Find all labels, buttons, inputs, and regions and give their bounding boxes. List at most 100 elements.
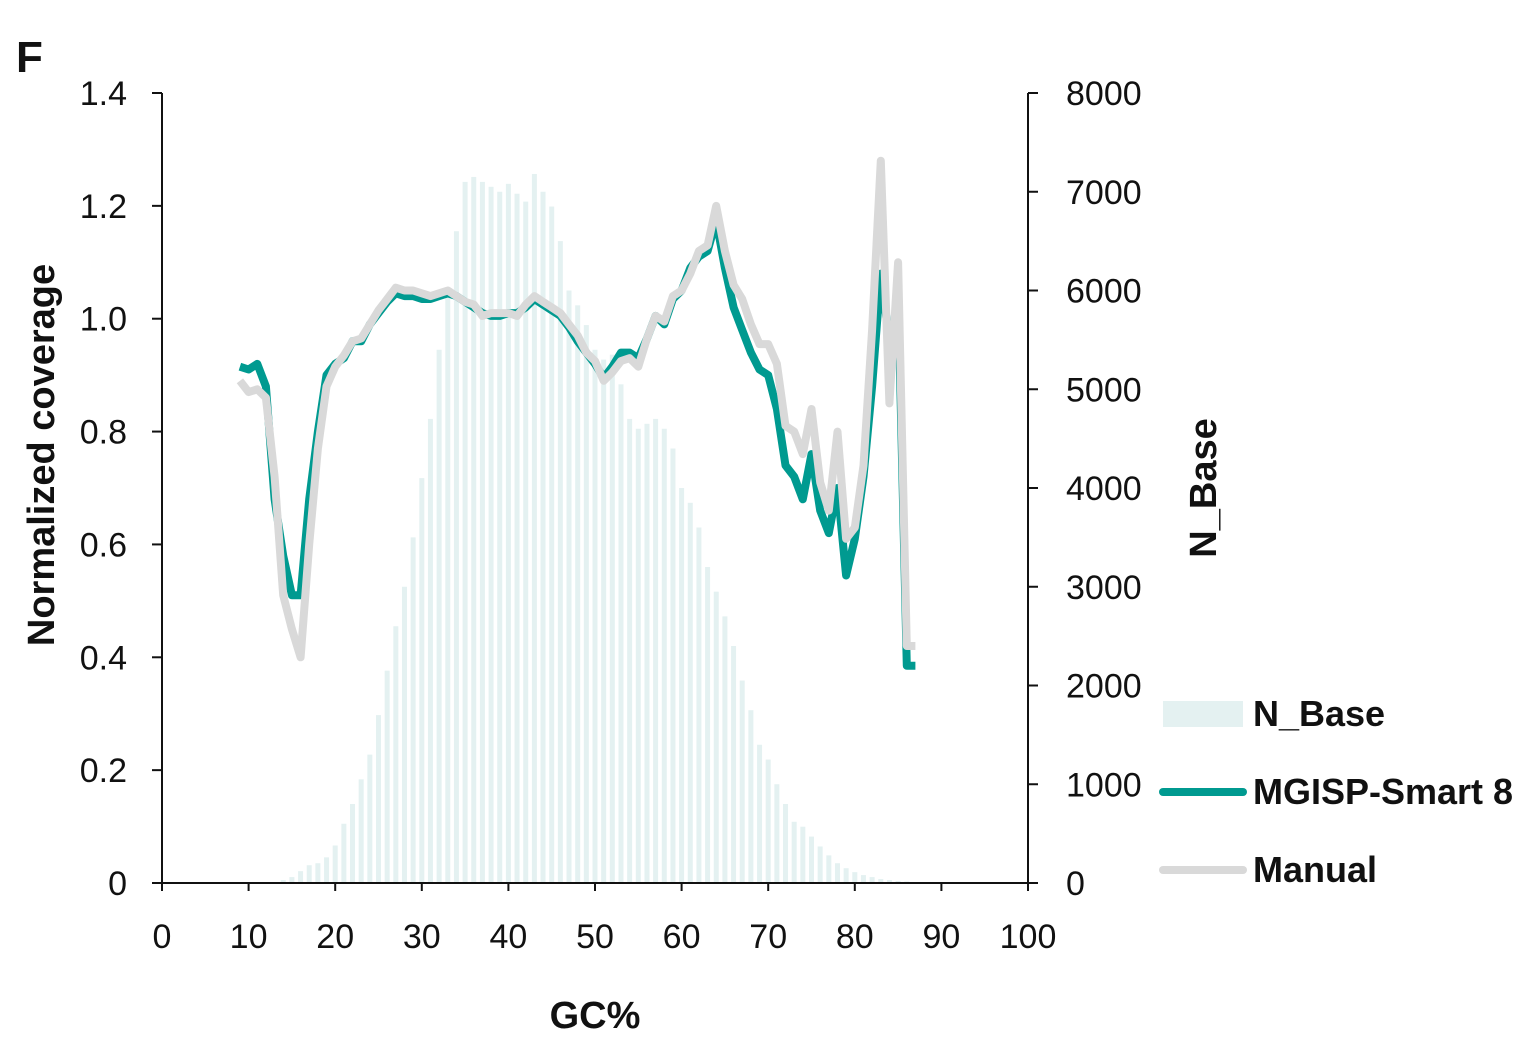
left-y-tick-label: 1.2 xyxy=(80,188,127,226)
nbase-bar xyxy=(635,428,641,883)
legend-manual-label: Manual xyxy=(1253,849,1377,890)
nbase-bar xyxy=(350,804,356,883)
nbase-bar xyxy=(765,759,771,883)
x-tick-label: 10 xyxy=(230,918,268,956)
nbase-bar xyxy=(852,872,858,883)
nbase-bar xyxy=(687,502,693,883)
nbase-bar xyxy=(575,305,581,883)
nbase-bar xyxy=(800,826,806,883)
nbase-bar xyxy=(471,176,477,883)
nbase-bar xyxy=(462,181,468,883)
right-y-tick-label: 8000 xyxy=(1066,75,1142,113)
x-tick-label: 40 xyxy=(489,918,527,956)
nbase-bar xyxy=(315,863,321,883)
nbase-bar xyxy=(549,206,555,883)
x-tick-label: 50 xyxy=(576,918,614,956)
left-y-tick-label: 0 xyxy=(108,865,127,903)
nbase-bar xyxy=(653,418,659,883)
right-y-tick-label: 5000 xyxy=(1066,371,1142,409)
nbase-bar xyxy=(497,191,503,883)
nbase-bar xyxy=(791,821,797,883)
x-tick-label: 80 xyxy=(836,918,874,956)
nbase-bar xyxy=(817,846,823,883)
nbase-bar xyxy=(453,231,459,883)
legend: N_Base MGISP-Smart 8 Manual xyxy=(1159,693,1513,890)
left-y-tick-label: 0.6 xyxy=(80,526,127,564)
nbase-bar xyxy=(531,173,537,884)
nbase-bar xyxy=(886,880,892,883)
nbase-bar xyxy=(332,845,338,883)
nbase-bar xyxy=(540,191,546,883)
nbase-bar xyxy=(592,349,598,883)
nbase-bar xyxy=(783,804,789,883)
legend-nbase-swatch xyxy=(1163,701,1243,727)
nbase-bar xyxy=(298,871,304,883)
nbase-bar xyxy=(436,349,442,883)
coverage-lines xyxy=(236,156,916,670)
right-y-tick-label: 6000 xyxy=(1066,273,1142,311)
panel-label: F xyxy=(16,33,43,82)
nbase-bar xyxy=(713,591,719,883)
nbase-bar xyxy=(731,646,737,883)
nbase-bar xyxy=(618,384,624,883)
left-y-tick-label: 0.8 xyxy=(80,414,127,452)
nbase-bar xyxy=(289,877,295,883)
manual-line xyxy=(236,156,916,662)
right-y-ticks: 0 1000 2000 3000 4000 5000 6000 7000 8000 xyxy=(1028,75,1142,903)
left-y-tick-label: 1.0 xyxy=(80,301,127,339)
nbase-bar xyxy=(358,779,364,883)
left-y-tick-label: 0.4 xyxy=(80,639,127,677)
right-y-tick-label: 3000 xyxy=(1066,569,1142,607)
nbase-bar xyxy=(523,201,529,883)
nbase-bar xyxy=(627,418,633,883)
nbase-bar xyxy=(393,626,399,883)
nbase-bar xyxy=(376,715,381,883)
nbase-bar xyxy=(878,879,884,883)
x-ticks: 0 10 20 30 40 50 60 70 80 90 100 xyxy=(153,883,1056,956)
nbase-bar xyxy=(566,290,572,883)
nbase-bar xyxy=(601,359,607,883)
nbase-bar xyxy=(583,325,589,883)
nbase-bar xyxy=(324,857,330,883)
x-axis-title: GC% xyxy=(550,995,641,1037)
left-y-tick-label: 1.4 xyxy=(80,75,127,113)
nbase-bar xyxy=(427,418,433,883)
nbase-bar xyxy=(757,744,763,883)
x-tick-label: 30 xyxy=(403,918,441,956)
nbase-bar xyxy=(384,670,390,883)
nbase-bar xyxy=(679,488,685,883)
nbase-bars xyxy=(280,173,910,884)
nbase-bar xyxy=(644,423,650,883)
nbase-bar xyxy=(609,354,615,883)
nbase-bar xyxy=(306,865,312,883)
right-y-tick-label: 2000 xyxy=(1066,668,1142,706)
x-tick-label: 70 xyxy=(749,918,787,956)
nbase-bar xyxy=(488,186,494,883)
nbase-bar xyxy=(401,586,407,883)
nbase-bar xyxy=(280,880,286,883)
nbase-bar xyxy=(419,478,425,883)
nbase-bar xyxy=(705,567,711,883)
x-tick-label: 0 xyxy=(153,918,172,956)
nbase-bar xyxy=(514,193,520,884)
left-y-axis-title: Normalized coverage xyxy=(21,264,63,646)
left-y-ticks: 0 0.2 0.4 0.6 0.8 1.0 1.2 1.4 xyxy=(80,75,162,903)
legend-nbase-label: N_Base xyxy=(1253,693,1385,734)
nbase-bar xyxy=(670,448,676,883)
nbase-bar xyxy=(505,183,511,884)
nbase-bar xyxy=(445,290,451,883)
nbase-bar xyxy=(869,877,875,883)
nbase-bar xyxy=(341,823,347,883)
right-y-tick-label: 7000 xyxy=(1066,174,1142,212)
x-tick-label: 20 xyxy=(316,918,354,956)
nbase-bar xyxy=(774,784,780,883)
right-y-tick-label: 1000 xyxy=(1066,766,1142,804)
nbase-bar xyxy=(557,241,563,883)
right-y-axis-title: N_Base xyxy=(1183,418,1225,557)
nbase-bar xyxy=(479,181,485,883)
right-y-tick-label: 0 xyxy=(1066,865,1085,903)
nbase-bar xyxy=(739,680,745,883)
nbase-bar xyxy=(661,428,667,883)
legend-mgisp-label: MGISP-Smart 8 xyxy=(1253,771,1513,812)
